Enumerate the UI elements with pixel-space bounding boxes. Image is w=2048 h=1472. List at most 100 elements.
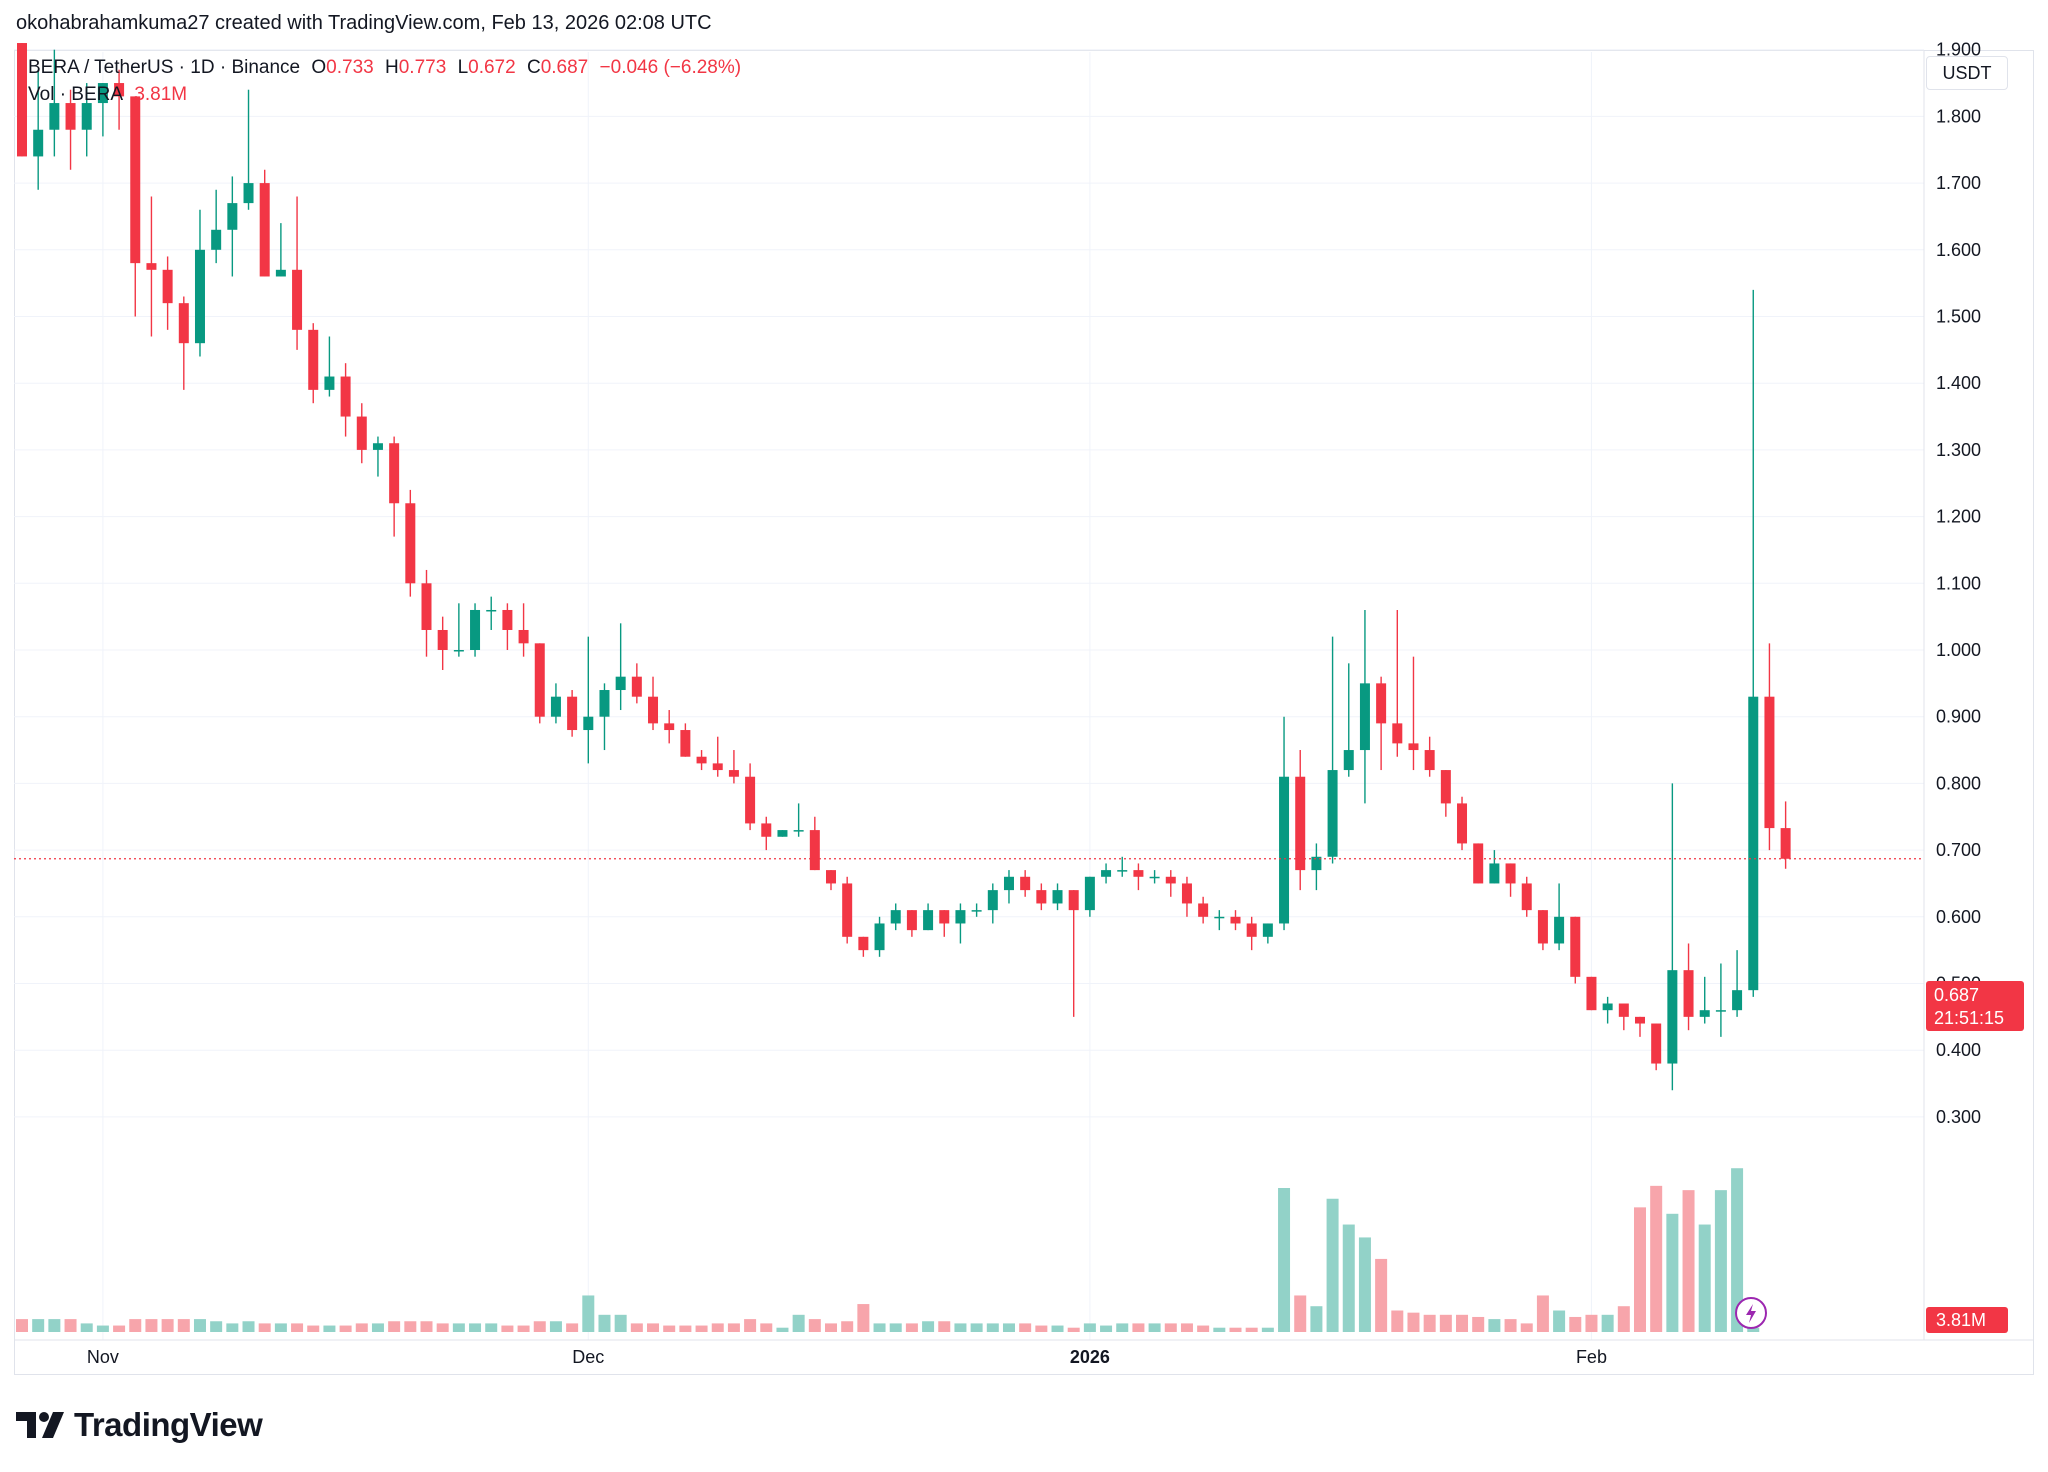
candle-body[interactable] bbox=[1198, 903, 1209, 917]
candle-body[interactable] bbox=[583, 716, 594, 731]
candle-body[interactable] bbox=[405, 503, 416, 584]
candle-body[interactable] bbox=[437, 629, 448, 650]
candle-body[interactable] bbox=[1133, 870, 1144, 877]
last-price-badge[interactable] bbox=[1926, 981, 2024, 1031]
candle-body[interactable] bbox=[1165, 876, 1176, 884]
candle-body[interactable] bbox=[340, 376, 351, 417]
candle-body[interactable] bbox=[955, 910, 966, 924]
candle-body[interactable] bbox=[17, 43, 27, 157]
candle-body[interactable] bbox=[1408, 743, 1419, 751]
candle-body[interactable] bbox=[1440, 770, 1451, 804]
candle-body[interactable] bbox=[1489, 863, 1500, 884]
candle-body[interactable] bbox=[1667, 970, 1678, 1064]
candle-body[interactable] bbox=[372, 443, 383, 450]
candle-body[interactable] bbox=[761, 823, 772, 837]
candle-body[interactable] bbox=[81, 103, 92, 130]
candle-body[interactable] bbox=[1117, 870, 1128, 872]
candle-body[interactable] bbox=[1359, 683, 1370, 751]
candle-body[interactable] bbox=[696, 756, 707, 764]
candle-body[interactable] bbox=[874, 923, 885, 951]
candle-body[interactable] bbox=[1521, 883, 1532, 911]
candle-body[interactable] bbox=[1101, 870, 1112, 877]
candle-body[interactable] bbox=[1279, 776, 1290, 924]
volume-label[interactable]: Vol · BERA bbox=[28, 84, 124, 105]
candle-body[interactable] bbox=[1618, 1003, 1629, 1017]
candle-body[interactable] bbox=[1457, 803, 1468, 844]
candle-body[interactable] bbox=[308, 329, 319, 390]
candle-body[interactable] bbox=[1554, 916, 1565, 944]
candle-body[interactable] bbox=[1214, 916, 1225, 919]
candle-body[interactable] bbox=[680, 730, 691, 757]
candle-body[interactable] bbox=[1505, 863, 1516, 884]
candle-body[interactable] bbox=[842, 883, 853, 937]
candle-body[interactable] bbox=[324, 376, 335, 390]
candle-body[interactable] bbox=[631, 676, 642, 697]
candle-body[interactable] bbox=[275, 269, 286, 277]
candle-body[interactable] bbox=[599, 690, 610, 717]
candle-body[interactable] bbox=[1149, 876, 1160, 879]
candle-body[interactable] bbox=[1020, 876, 1031, 891]
candle-body[interactable] bbox=[615, 676, 626, 691]
candle-body[interactable] bbox=[1230, 916, 1241, 924]
candle-body[interactable] bbox=[1036, 890, 1047, 904]
candle-body[interactable] bbox=[1181, 883, 1192, 904]
candle-body[interactable] bbox=[1068, 890, 1079, 911]
candle-body[interactable] bbox=[793, 830, 804, 832]
candle-body[interactable] bbox=[194, 249, 205, 344]
candle-body[interactable] bbox=[1295, 776, 1306, 871]
candle-body[interactable] bbox=[728, 770, 739, 777]
candle-body[interactable] bbox=[518, 629, 529, 644]
candle-body[interactable] bbox=[243, 183, 254, 204]
candle-body[interactable] bbox=[550, 696, 561, 717]
candle-body[interactable] bbox=[1715, 1010, 1726, 1012]
candle-body[interactable] bbox=[777, 830, 788, 837]
candle-body[interactable] bbox=[1570, 916, 1581, 977]
candle-body[interactable] bbox=[1246, 923, 1257, 937]
candle-body[interactable] bbox=[470, 609, 481, 650]
candle-body[interactable] bbox=[1084, 876, 1095, 911]
candle-body[interactable] bbox=[1003, 876, 1014, 891]
candle-body[interactable] bbox=[745, 776, 756, 824]
candle-body[interactable] bbox=[33, 129, 44, 157]
candle-body[interactable] bbox=[890, 910, 901, 924]
candle-body[interactable] bbox=[858, 936, 869, 951]
candle-body[interactable] bbox=[1651, 1023, 1662, 1064]
candle-body[interactable] bbox=[648, 696, 659, 724]
candle-body[interactable] bbox=[227, 203, 238, 230]
candle-body[interactable] bbox=[114, 83, 125, 97]
candle-body[interactable] bbox=[1327, 770, 1338, 857]
candle-body[interactable] bbox=[259, 183, 270, 277]
candle-body[interactable] bbox=[211, 229, 222, 250]
candle-body[interactable] bbox=[162, 269, 173, 304]
candle-body[interactable] bbox=[453, 650, 464, 652]
currency-selector[interactable]: USDT bbox=[1926, 56, 2008, 90]
candle-body[interactable] bbox=[65, 103, 76, 130]
candle-body[interactable] bbox=[1376, 683, 1387, 724]
candle-body[interactable] bbox=[1699, 1010, 1710, 1017]
candle-body[interactable] bbox=[664, 723, 675, 731]
candle-body[interactable] bbox=[1262, 923, 1273, 937]
candle-body[interactable] bbox=[534, 643, 545, 717]
candle-body[interactable] bbox=[49, 103, 60, 130]
candle-body[interactable] bbox=[1311, 856, 1322, 871]
candle-body[interactable] bbox=[502, 609, 513, 630]
candle-body[interactable] bbox=[1683, 970, 1694, 1017]
candle-body[interactable] bbox=[130, 96, 141, 264]
candle-body[interactable] bbox=[1052, 890, 1063, 904]
candle-body[interactable] bbox=[1473, 843, 1484, 884]
candle-body[interactable] bbox=[567, 696, 578, 731]
candle-body[interactable] bbox=[97, 83, 108, 104]
candle-body[interactable] bbox=[1343, 750, 1354, 771]
candle-body[interactable] bbox=[1392, 723, 1403, 744]
candle-body[interactable] bbox=[1780, 828, 1791, 859]
candle-body[interactable] bbox=[1602, 1003, 1613, 1011]
candle-body[interactable] bbox=[389, 443, 400, 504]
candle-body[interactable] bbox=[1748, 696, 1759, 991]
candle-body[interactable] bbox=[486, 609, 497, 612]
candle-body[interactable] bbox=[421, 583, 432, 630]
candle-body[interactable] bbox=[809, 830, 820, 871]
candle-body[interactable] bbox=[178, 303, 189, 344]
candle-body[interactable] bbox=[939, 910, 950, 924]
candle-body[interactable] bbox=[1537, 910, 1548, 944]
